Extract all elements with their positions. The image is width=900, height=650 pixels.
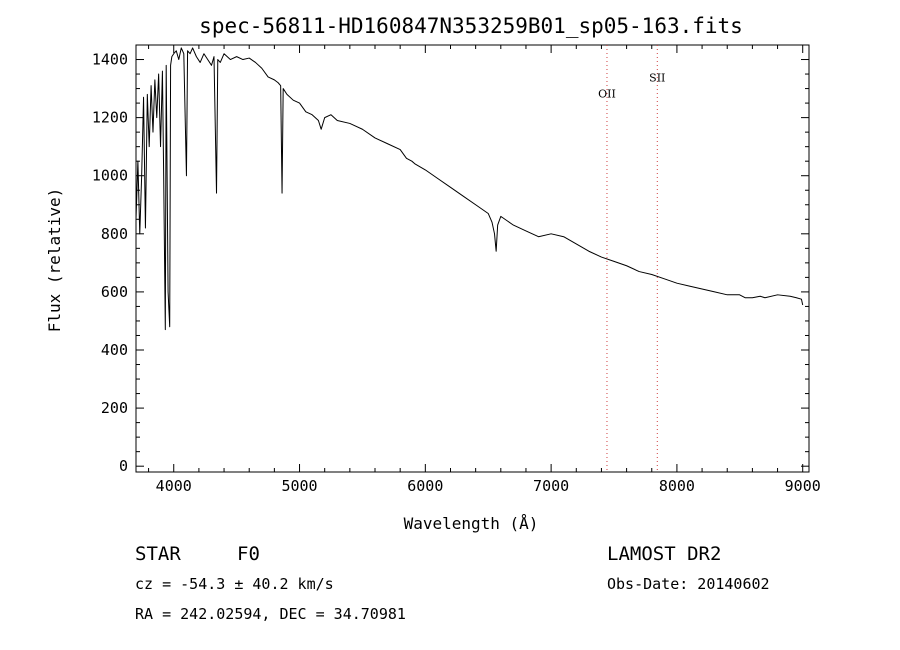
x-tick-label: 4000: [156, 477, 192, 495]
y-tick-label: 400: [101, 341, 128, 359]
obs-date: Obs-Date: 20140602: [607, 575, 770, 593]
x-tick-label: 9000: [785, 477, 821, 495]
survey-name: LAMOST DR2: [607, 543, 721, 565]
y-tick-label: 600: [101, 283, 128, 301]
object-class: STAR: [135, 543, 181, 565]
y-tick-label: 0: [119, 457, 128, 475]
y-tick-label: 1000: [92, 167, 128, 185]
y-tick-label: 200: [101, 399, 128, 417]
x-axis-label: Wavelength (Å): [404, 514, 539, 533]
x-tick-label: 8000: [659, 477, 695, 495]
subclass: F0: [237, 543, 260, 565]
redshift-value: cz = -54.3 ± 40.2 km/s: [135, 575, 334, 593]
spectrum-line: [135, 47, 804, 331]
line-marker-label: SII: [649, 71, 665, 84]
plot-frame: [135, 44, 810, 473]
x-tick-label: 6000: [407, 477, 443, 495]
y-tick-label: 800: [101, 225, 128, 243]
y-axis-label: Flux (relative): [45, 188, 64, 333]
y-tick-label: 1200: [92, 109, 128, 127]
line-marker-label: OII: [598, 87, 616, 100]
coordinates: RA = 242.02594, DEC = 34.70981: [135, 605, 406, 623]
plot-area: 4000 5000 6000 7000 8000 9000 0 200 400 600 800 100…: [92, 44, 821, 495]
x-tick-label: 7000: [533, 477, 569, 495]
y-tick-label: 1400: [92, 51, 128, 69]
x-tick-label: 5000: [281, 477, 317, 495]
chart-title: spec-56811-HD160847N353259B01_sp05-163.f…: [199, 14, 743, 38]
